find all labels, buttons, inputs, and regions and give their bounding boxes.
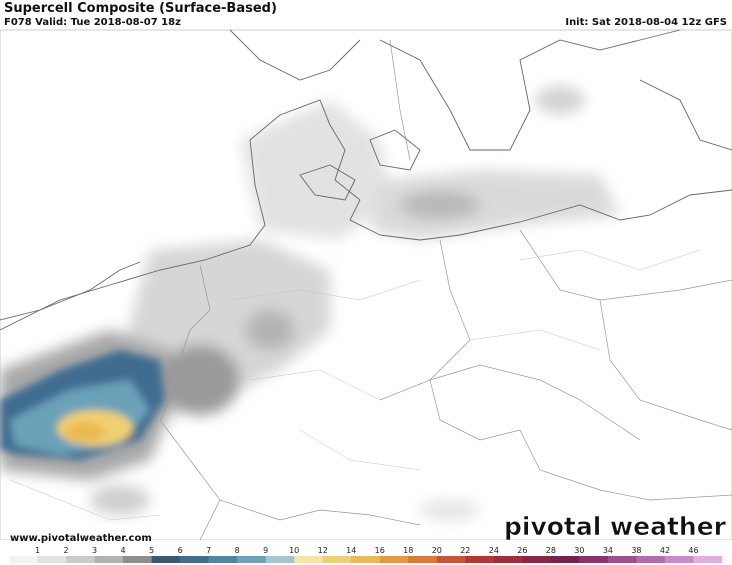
color-bin <box>436 556 466 563</box>
colorbar-label: 6 <box>178 546 183 555</box>
color-bin <box>693 556 723 563</box>
color-bin <box>636 556 666 563</box>
colorbar-label: 1 <box>35 546 40 555</box>
colorbar-label: 26 <box>517 546 527 555</box>
color-bin <box>322 556 352 563</box>
color-bin <box>465 556 495 563</box>
colorbar-label: 3 <box>92 546 97 555</box>
color-bin <box>351 556 381 563</box>
colorbar-label: 20 <box>432 546 442 555</box>
color-bin <box>664 556 694 563</box>
color-bin <box>180 556 209 563</box>
colorbar-label: 22 <box>460 546 470 555</box>
colorbar-label: 10 <box>289 546 299 555</box>
color-bin <box>522 556 552 563</box>
color-bin <box>237 556 266 563</box>
colorbar-label: 12 <box>318 546 328 555</box>
colorbar-label: 2 <box>63 546 68 555</box>
admin-borders <box>9 249 701 521</box>
valid-time: F078 Valid: Tue 2018-08-07 18z <box>4 17 181 28</box>
watermark: pivotal weather <box>504 512 727 541</box>
colorbar-label: 30 <box>574 546 584 555</box>
colorbar-label: 9 <box>263 546 268 555</box>
colorbar-label: 24 <box>489 546 499 555</box>
color-bin <box>579 556 609 563</box>
colorbar-label: 14 <box>346 546 356 555</box>
colorbar: 1 2 3 4 5 6 7 8 9 10 12 14 16 18 20 22 24 26 28 30 34 38 42 46 <box>9 546 723 563</box>
colorbar-label: 18 <box>403 546 413 555</box>
color-bin <box>550 556 580 563</box>
color-bin <box>265 556 295 563</box>
colorbar-label: 8 <box>235 546 240 555</box>
colorbar-label: 34 <box>603 546 613 555</box>
colorbar-label: 28 <box>546 546 556 555</box>
color-bin <box>66 556 95 563</box>
color-bin <box>379 556 409 563</box>
color-bin <box>607 556 637 563</box>
color-bin <box>94 556 124 563</box>
field-colored <box>0 350 165 460</box>
color-bin <box>294 556 324 563</box>
color-bin <box>37 556 67 563</box>
color-bin <box>408 556 438 563</box>
colorbar-label: 46 <box>688 546 698 555</box>
colorbar-label: 38 <box>631 546 641 555</box>
color-bin <box>151 556 181 563</box>
colorbar-label: 7 <box>206 546 211 555</box>
color-bin <box>493 556 523 563</box>
borders <box>159 39 732 541</box>
color-bin <box>123 556 152 563</box>
coastlines <box>0 29 732 331</box>
color-bin <box>9 556 38 563</box>
colorbar-label: 4 <box>121 546 126 555</box>
website: www.pivotalweather.com <box>10 533 152 544</box>
map-title: Supercell Composite (Surface-Based) <box>4 1 277 16</box>
colorbar-label: 42 <box>660 546 670 555</box>
init-time: Init: Sat 2018-08-04 12z GFS <box>565 17 727 28</box>
color-bin <box>208 556 238 563</box>
colorbar-label: 5 <box>149 546 154 555</box>
colorbar-label: 16 <box>375 546 385 555</box>
